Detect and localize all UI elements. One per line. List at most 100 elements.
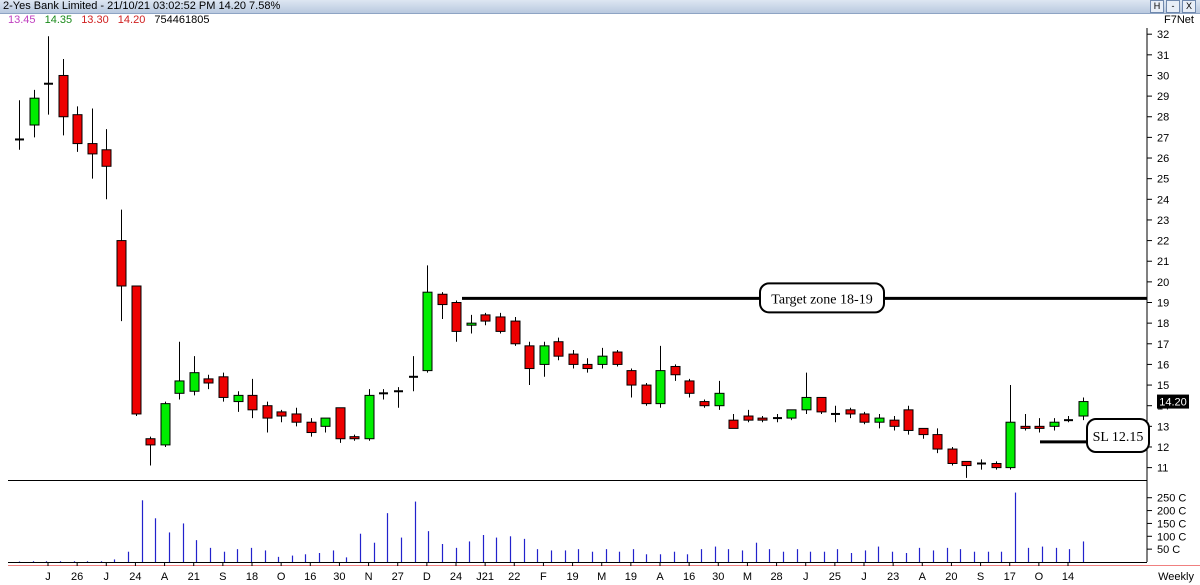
candle [699, 399, 710, 408]
time-tick-label: M [597, 571, 606, 583]
candle-body [961, 460, 972, 467]
help-button[interactable]: H [1150, 0, 1164, 13]
target-zone-box [759, 282, 885, 314]
candle [991, 461, 1002, 470]
time-tick-label: 20 [945, 571, 957, 583]
candle [174, 341, 185, 400]
brand-label: F7Net [1164, 14, 1194, 26]
candle [131, 285, 142, 417]
time-tick-label: 28 [770, 571, 782, 583]
price-tick-label: 26 [1157, 153, 1169, 165]
candle [394, 387, 403, 408]
price-tick-label: 17 [1157, 339, 1169, 351]
candle [874, 413, 885, 429]
time-tick-label: J [861, 571, 867, 583]
time-tick-label: 23 [887, 571, 899, 583]
candle [1049, 418, 1060, 431]
candle-body [859, 413, 870, 423]
price-tick-label: 31 [1157, 50, 1169, 62]
candle [961, 460, 972, 478]
time-tick-label: A [919, 571, 927, 583]
candle [15, 100, 24, 150]
candle [306, 418, 317, 437]
time-tick-label: 19 [566, 571, 578, 583]
candle-body [101, 149, 112, 167]
candle [320, 417, 331, 433]
candle-body [743, 415, 754, 421]
time-tick-label: 16 [304, 571, 316, 583]
candle [786, 409, 797, 421]
price-tick-label: 15 [1157, 380, 1169, 392]
current-price-tag [1157, 394, 1189, 409]
candle-body [218, 376, 229, 398]
candle [291, 407, 302, 427]
candle [728, 413, 739, 429]
candle [977, 459, 986, 470]
time-tick-label: 24 [129, 571, 141, 583]
candle [553, 337, 564, 361]
candle [409, 356, 418, 392]
candle [845, 407, 856, 419]
time-tick-label: D [423, 571, 431, 583]
window-controls: H - X [1150, 0, 1196, 13]
candle [655, 345, 666, 408]
candle-body [874, 417, 885, 423]
high-value: 14.35 [44, 14, 73, 26]
candle-body [466, 322, 477, 326]
candle [44, 36, 53, 115]
close-button[interactable]: X [1182, 0, 1196, 13]
price-tick-label: 20 [1157, 277, 1169, 289]
candle [582, 358, 593, 373]
candle-body [437, 293, 448, 306]
candle-body [991, 462, 1002, 469]
candle-body [276, 411, 287, 417]
time-tick-label: J [104, 571, 110, 583]
candle-body [451, 302, 462, 332]
candle-body [699, 401, 710, 407]
candle-body [1005, 421, 1016, 469]
candle-body [684, 380, 695, 394]
candle-body [87, 143, 98, 155]
time-tick-label: A [161, 571, 169, 583]
current-price-label: 14.20 [1159, 397, 1187, 409]
candle-body [174, 380, 185, 394]
candle-body [786, 409, 797, 419]
candle-body [364, 394, 375, 440]
candle-body [582, 363, 593, 370]
candle-body [233, 394, 244, 403]
candle [859, 411, 870, 425]
stop-loss-label: SL 12.15 [1093, 430, 1144, 445]
candle [539, 341, 550, 377]
price-tick-label: 25 [1157, 174, 1169, 186]
price-tick-label: 22 [1157, 236, 1169, 248]
candle [1005, 385, 1016, 470]
candle-body [1078, 401, 1089, 417]
candle [335, 407, 346, 443]
candle [160, 401, 171, 447]
price-tick-label: 12 [1157, 442, 1169, 454]
candle [597, 347, 608, 369]
price-tick-label: 32 [1157, 29, 1169, 41]
candle [451, 300, 462, 342]
candle-body [757, 417, 768, 421]
price-tick-label: 29 [1157, 91, 1169, 103]
candle-body [320, 417, 331, 427]
time-tick-label: 17 [1004, 571, 1016, 583]
close-value: 14.20 [117, 14, 146, 26]
candle [116, 209, 127, 322]
candle-body [655, 370, 666, 405]
candle-body [29, 97, 40, 126]
minimize-button[interactable]: - [1166, 0, 1180, 13]
candle [466, 314, 477, 334]
ohlc-readout: 13.45 14.35 13.30 14.20 754461805 [8, 14, 215, 26]
candle-body [291, 413, 302, 423]
candle [947, 446, 958, 466]
low-value: 13.30 [81, 14, 109, 26]
candle-body [495, 316, 506, 332]
candle [1034, 418, 1045, 433]
candle-body [189, 372, 200, 392]
price-tick-label: 18 [1157, 318, 1169, 330]
candle [72, 106, 83, 152]
candle-body [306, 421, 317, 434]
